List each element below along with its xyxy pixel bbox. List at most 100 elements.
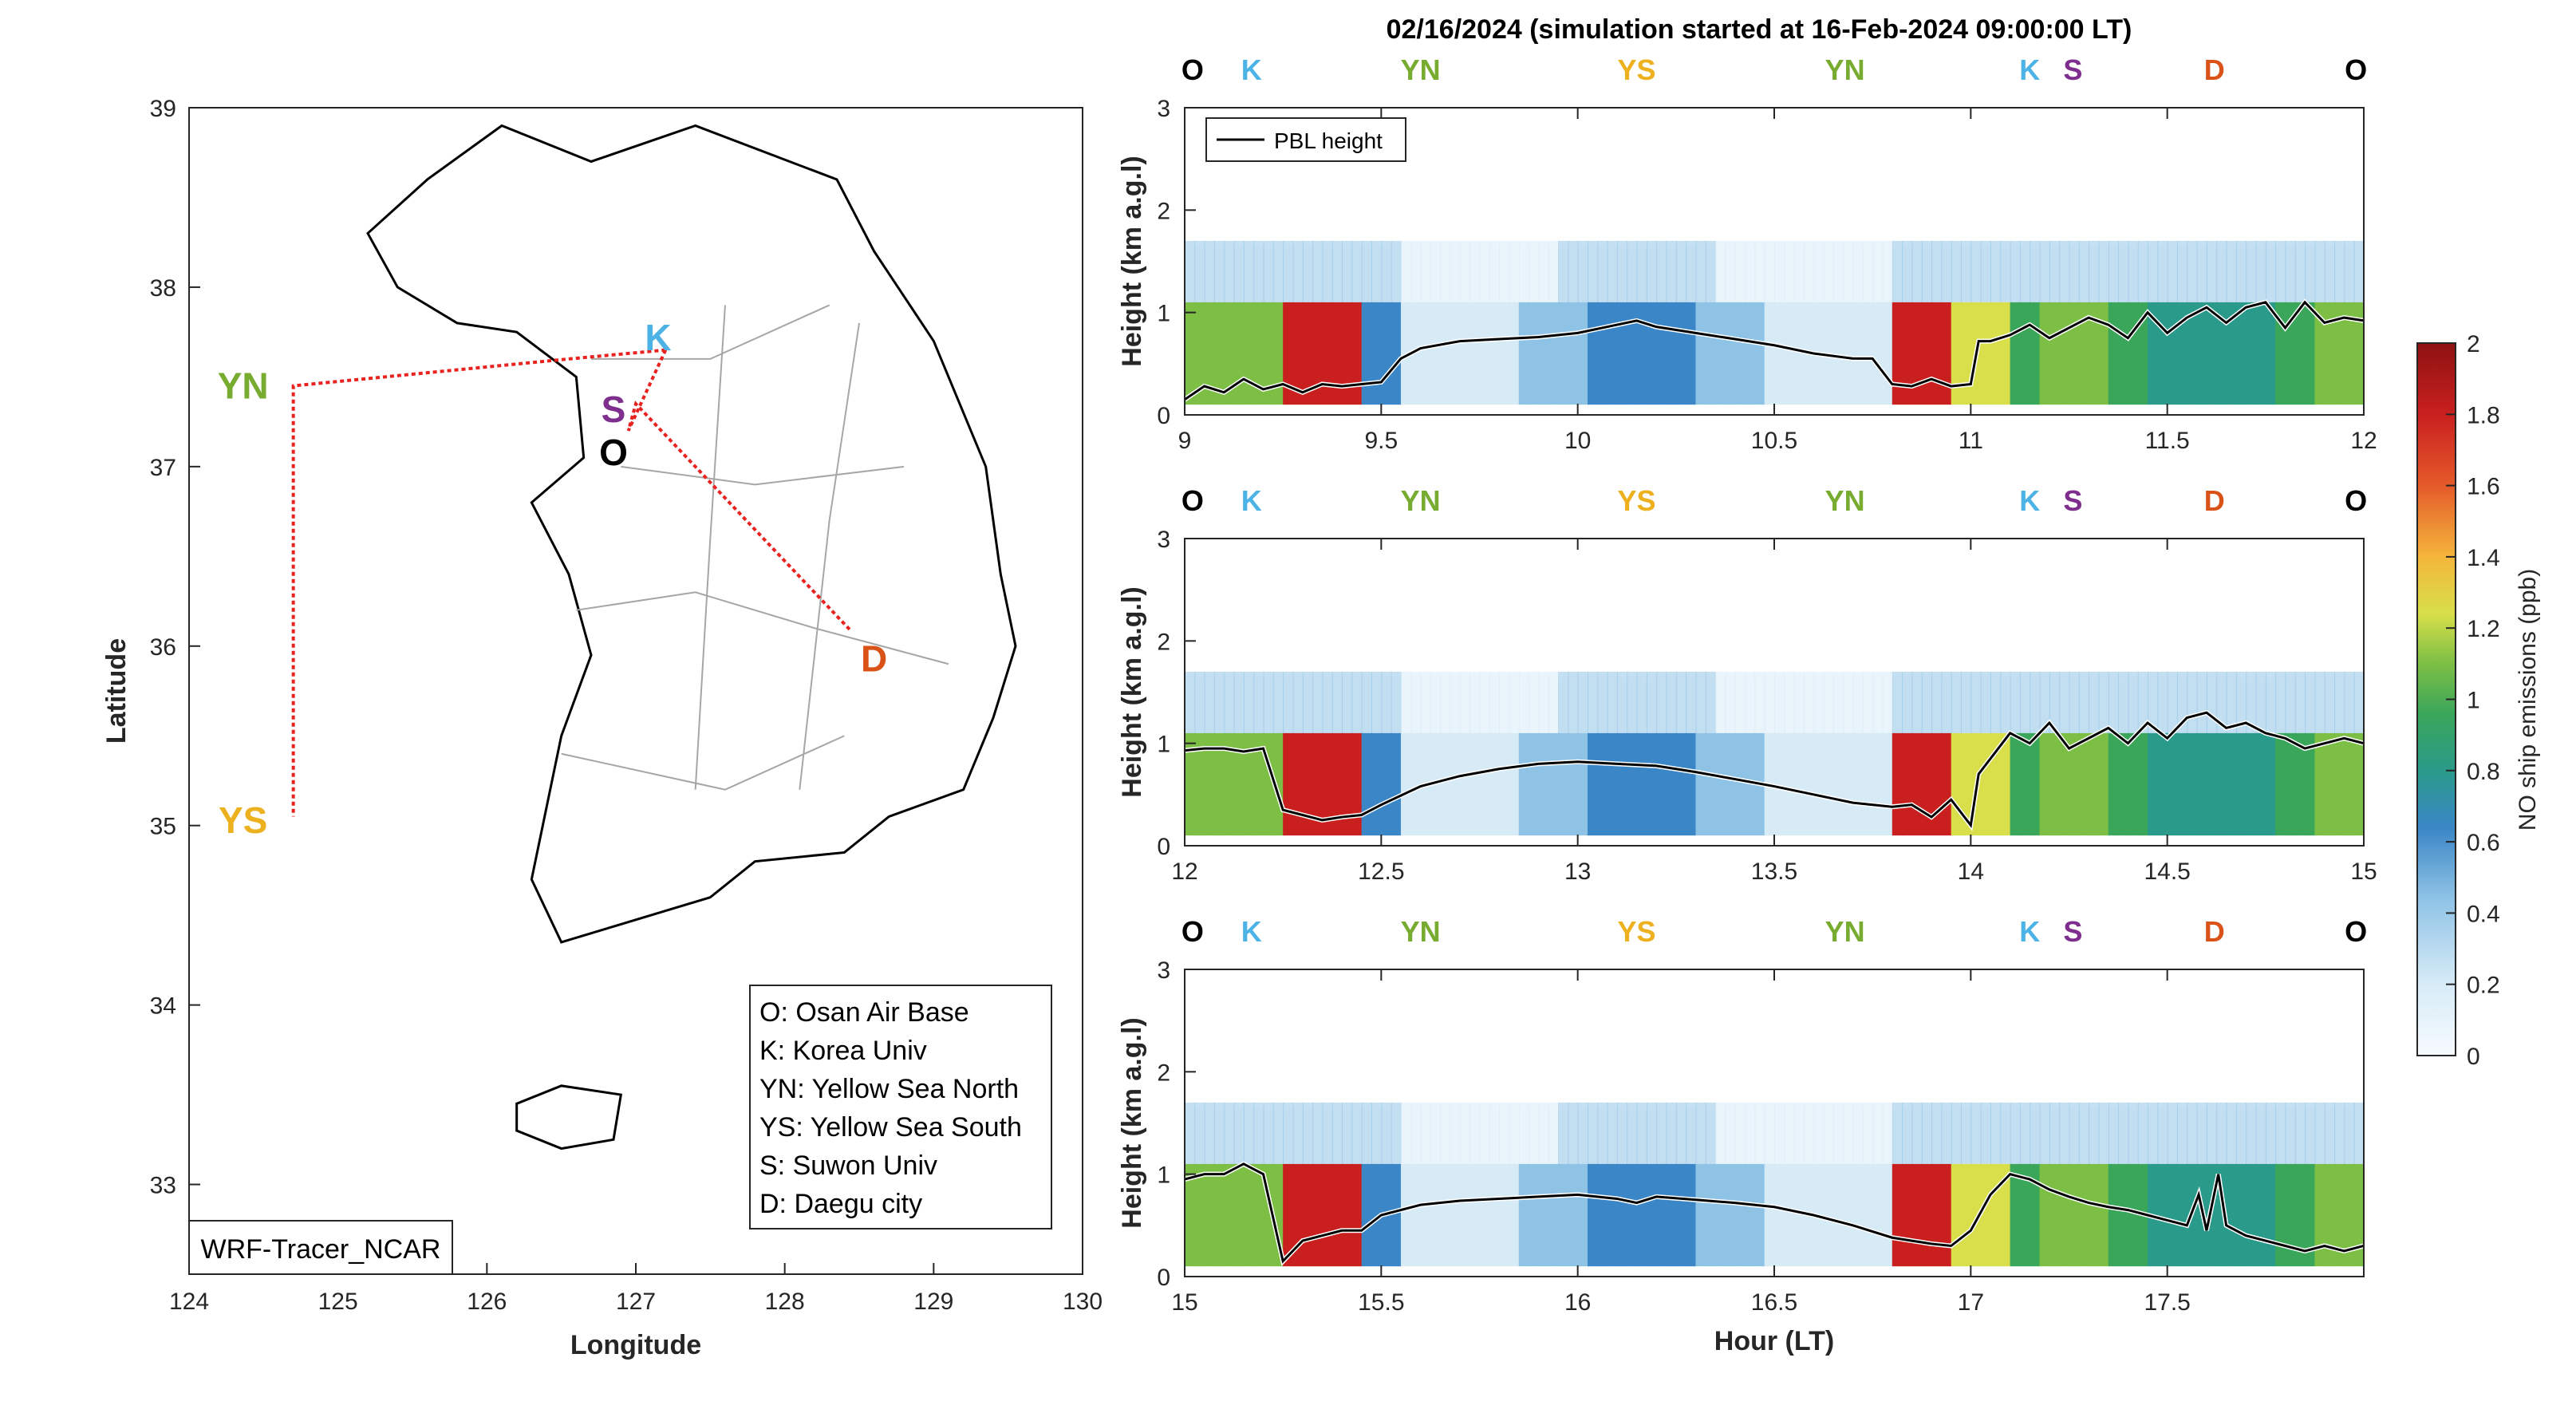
concentration-cell-aloft: [2334, 1102, 2345, 1164]
concentration-cell: [1990, 1163, 2002, 1267]
concentration-cell-aloft: [2344, 1102, 2355, 1164]
concentration-cell-aloft: [1331, 240, 1343, 302]
concentration-cell-aloft: [2108, 671, 2120, 733]
concentration-cell: [1931, 302, 1943, 405]
concentration-cell: [2353, 1163, 2364, 1267]
concentration-cell-aloft: [2000, 1102, 2011, 1164]
concentration-cell: [1675, 302, 1687, 405]
concentration-cell: [1793, 732, 1805, 836]
concentration-cell: [1892, 732, 1903, 836]
concentration-cell-aloft: [1272, 1102, 1284, 1164]
concentration-cell-aloft: [1597, 240, 1608, 302]
concentration-cell: [1331, 732, 1343, 836]
concentration-cell: [2148, 302, 2159, 405]
concentration-cell: [2334, 732, 2345, 836]
xtick-label: 16.5: [1751, 1289, 1797, 1316]
concentration-cell-aloft: [2216, 1102, 2227, 1164]
concentration-cell: [2108, 302, 2120, 405]
concentration-cell-aloft: [1990, 240, 2002, 302]
concentration-cell-aloft: [1852, 240, 1864, 302]
xtick-label: 15: [1171, 1289, 1197, 1316]
concentration-cell-aloft: [1283, 240, 1294, 302]
concentration-cell: [1459, 302, 1471, 405]
concentration-cell-aloft: [1233, 240, 1245, 302]
concentration-cell-aloft: [1636, 240, 1647, 302]
concentration-cell: [1970, 1163, 1982, 1267]
concentration-cell-aloft: [1843, 671, 1854, 733]
concentration-cell-aloft: [2118, 1102, 2129, 1164]
pbl-line: [1185, 300, 2364, 401]
concentration-cell: [1450, 1163, 1461, 1267]
concentration-cell: [1450, 302, 1461, 405]
concentration-cell: [1233, 1163, 1245, 1267]
concentration-cell-aloft: [2167, 1102, 2178, 1164]
concentration-cell: [1450, 732, 1461, 836]
concentration-cell: [1715, 1163, 1726, 1267]
map-xtick-label: 130: [1063, 1289, 1103, 1315]
concentration-cell-aloft: [1342, 240, 1353, 302]
concentration-cell: [1686, 302, 1697, 405]
map-xtick-label: 128: [765, 1289, 805, 1315]
concentration-cell: [2305, 302, 2316, 405]
coastline: [366, 124, 1017, 944]
concentration-cell-aloft: [1636, 1102, 1647, 1164]
concentration-cell-aloft: [2078, 671, 2090, 733]
concentration-cell: [1843, 302, 1854, 405]
concentration-cell-aloft: [1518, 1102, 1530, 1164]
concentration-cell: [1832, 1163, 1844, 1267]
concentration-cell-aloft: [1243, 240, 1255, 302]
concentration-cell-aloft: [2059, 671, 2070, 733]
concentration-cell-aloft: [2294, 671, 2306, 733]
concentration-cell: [1941, 732, 1952, 836]
concentration-cell: [1489, 1163, 1501, 1267]
concentration-cell: [2216, 302, 2227, 405]
concentration-cell: [1302, 302, 1314, 405]
concentration-cell: [1980, 732, 1991, 836]
concentration-cell-aloft: [1587, 240, 1599, 302]
concentration-cell-aloft: [1813, 240, 1825, 302]
concentration-cell: [2176, 732, 2188, 836]
concentration-cell-aloft: [1970, 1102, 1982, 1164]
concentration-cell: [1371, 302, 1383, 405]
concentration-cell: [1213, 302, 1225, 405]
concentration-cell-aloft: [2010, 671, 2021, 733]
xtick-label: 17.5: [2144, 1289, 2190, 1316]
concentration-cell-aloft: [1872, 240, 1884, 302]
concentration-cell-aloft: [1509, 240, 1520, 302]
concentration-cell: [2069, 732, 2080, 836]
concentration-cell: [1577, 1163, 1588, 1267]
concentration-cell-aloft: [1911, 671, 1923, 733]
concentration-cell-aloft: [2275, 1102, 2286, 1164]
concentration-cell: [1194, 732, 1205, 836]
concentration-cell-aloft: [2000, 240, 2011, 302]
concentration-cell-aloft: [1754, 671, 1765, 733]
concentration-cell-aloft: [2176, 240, 2188, 302]
concentration-cell-aloft: [2314, 1102, 2326, 1164]
concentration-cell: [2167, 732, 2178, 836]
concentration-cell-aloft: [1734, 671, 1746, 733]
concentration-cell: [1420, 302, 1431, 405]
concentration-cell: [1204, 732, 1215, 836]
concentration-cell-aloft: [1754, 1102, 1765, 1164]
concentration-cell: [1489, 732, 1501, 836]
concentration-cell-aloft: [1302, 671, 1314, 733]
concentration-cell-aloft: [1941, 240, 1952, 302]
concentration-cell-aloft: [1322, 671, 1333, 733]
concentration-cell-aloft: [1872, 1102, 1884, 1164]
concentration-cell-aloft: [1951, 671, 1963, 733]
concentration-cell: [1686, 1163, 1697, 1267]
concentration-cell-aloft: [2196, 671, 2207, 733]
concentration-cell-aloft: [1705, 671, 1717, 733]
concentration-cell-aloft: [2098, 1102, 2109, 1164]
concentration-cell: [2344, 732, 2355, 836]
concentration-field: [1185, 108, 2364, 405]
concentration-cell: [2137, 302, 2149, 405]
concentration-cell: [1351, 302, 1363, 405]
concentration-cell-aloft: [2157, 1102, 2168, 1164]
concentration-cell: [2000, 1163, 2011, 1267]
time-height-panel: 15 15.5 16 16.5 17 17.5 0 1 2 3 Height (km a.g.l) H…: [1117, 915, 2367, 1356]
concentration-cell: [1862, 732, 1874, 836]
concentration-cell-aloft: [1852, 1102, 1864, 1164]
site-label: O: [1181, 915, 1204, 948]
